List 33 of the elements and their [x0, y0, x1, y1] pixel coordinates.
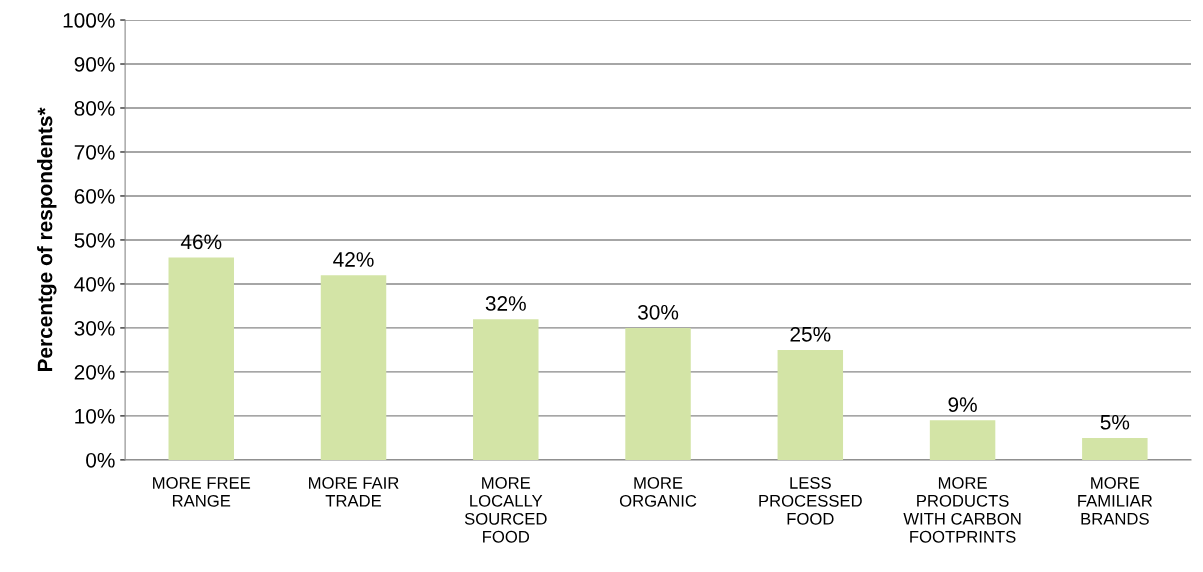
y-tick-label: 20% — [74, 364, 115, 380]
x-tick-label: MORE FAMILIAR BRANDS — [1078, 476, 1153, 525]
data-label: 25% — [790, 326, 831, 342]
y-tick-label: 40% — [74, 276, 115, 292]
data-label: 42% — [333, 252, 374, 267]
y-tick-label: 0% — [86, 452, 115, 468]
x-tick-label: MORE FAIR TRADE — [309, 476, 399, 507]
x-tick-label: LESS PROCESSED FOOD — [759, 476, 862, 525]
bar — [473, 319, 539, 460]
x-tick-label: MORE ORGANIC — [619, 476, 697, 507]
x-tick-label: MORE PRODUCTS WITH CARBON FOOTPRINTS — [903, 476, 1021, 543]
y-tick-label: 10% — [75, 408, 115, 424]
y-tick-label: 100% — [63, 13, 115, 28]
bar — [320, 275, 387, 460]
data-label: 46% — [180, 234, 222, 250]
data-label: 30% — [637, 304, 679, 320]
y-tick-label: 60% — [74, 188, 115, 204]
x-tick-label: MORE LOCALLY SOURCED FOOD — [464, 476, 547, 543]
y-tick-label: 90% — [74, 57, 115, 72]
y-tick-label: 30% — [74, 320, 115, 336]
data-label: 5% — [1100, 414, 1130, 430]
y-axis-title: Percentge of respondents* — [37, 107, 57, 372]
data-label: 9% — [948, 397, 977, 413]
bar — [1082, 437, 1148, 460]
x-tick-label: MORE FREE RANGE — [153, 476, 251, 507]
y-tick-label: 80% — [74, 100, 115, 116]
bar — [168, 257, 234, 460]
bar — [625, 327, 691, 460]
bar — [929, 420, 996, 460]
y-tick-label: 50% — [74, 232, 115, 248]
bar — [777, 349, 844, 460]
y-tick-label: 70% — [74, 144, 115, 160]
data-label: 32% — [485, 296, 526, 311]
